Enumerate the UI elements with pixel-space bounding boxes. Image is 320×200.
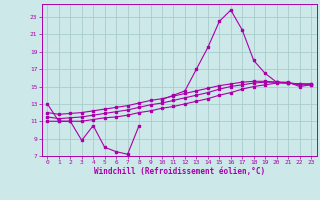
X-axis label: Windchill (Refroidissement éolien,°C): Windchill (Refroidissement éolien,°C) [94, 167, 265, 176]
